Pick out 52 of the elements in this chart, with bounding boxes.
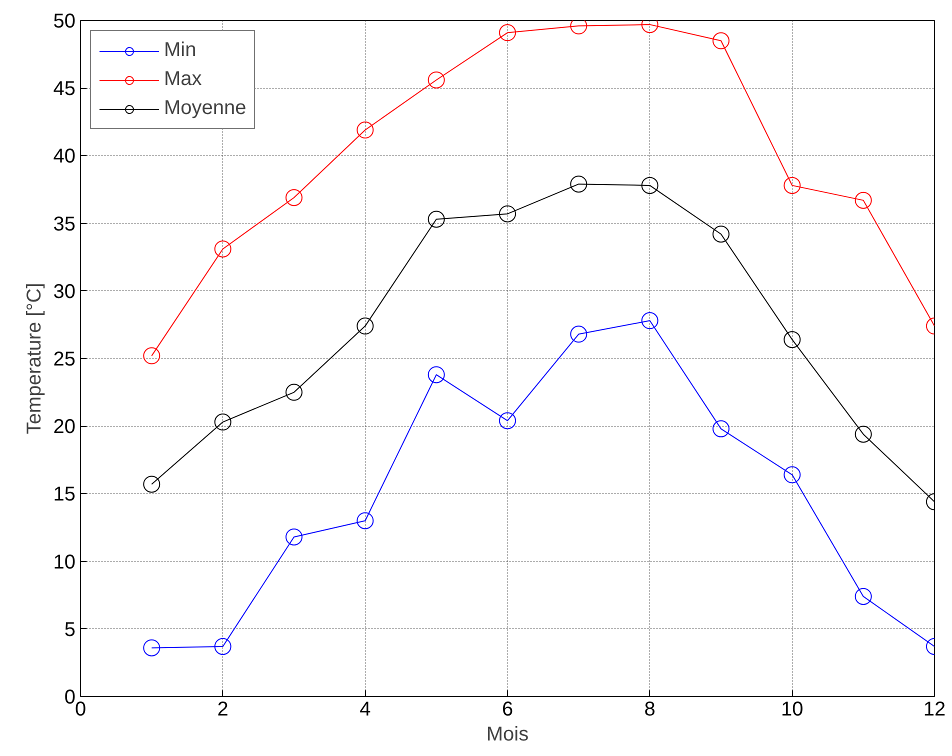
legend-label: Moyenne [164,97,246,120]
point [854,588,872,605]
y-tick-label: 40 [53,146,76,168]
point [428,210,445,228]
x-axis-title: Mois [486,724,529,746]
point [712,420,730,438]
point [499,24,516,42]
legend-label: Max [164,68,202,91]
point [286,528,302,546]
point [784,466,801,484]
point [286,189,302,206]
point [641,312,658,330]
point [214,240,232,258]
point [784,331,801,348]
point [641,176,658,194]
y-tick-label: 30 [53,280,76,303]
point [712,32,730,50]
point [143,639,160,656]
point [428,366,445,384]
x-tick-label: 4 [360,698,371,720]
point [854,426,872,443]
y-tick-label: 35 [53,213,76,236]
y-tick-label: 10 [53,551,76,574]
point [570,326,588,343]
point [214,638,232,655]
point [784,176,801,194]
y-tick-label: 25 [53,348,76,370]
y-tick-label: 15 [53,484,76,506]
x-tick-label: 8 [644,698,656,720]
point [143,347,160,364]
x-tick-label: 10 [781,698,804,720]
point [143,476,160,493]
point [356,122,374,138]
point [499,205,516,222]
point [570,176,588,193]
point [286,384,302,401]
point [854,192,872,209]
point [214,414,232,431]
point [428,72,445,88]
point [356,512,374,530]
legend-label: Min [164,39,196,62]
x-tick-label: 6 [502,698,514,720]
point [499,412,516,430]
y-tick-label: 50 [53,10,76,32]
y-tick-label: 5 [64,618,76,641]
y-axis-title: Temperature [°C] [23,282,46,434]
point [356,318,374,335]
y-tick-label: 45 [53,78,76,100]
x-tick-label: 12 [923,698,946,720]
y-tick-label: 20 [53,416,76,438]
x-tick-label: 2 [217,698,228,720]
point [712,226,730,243]
